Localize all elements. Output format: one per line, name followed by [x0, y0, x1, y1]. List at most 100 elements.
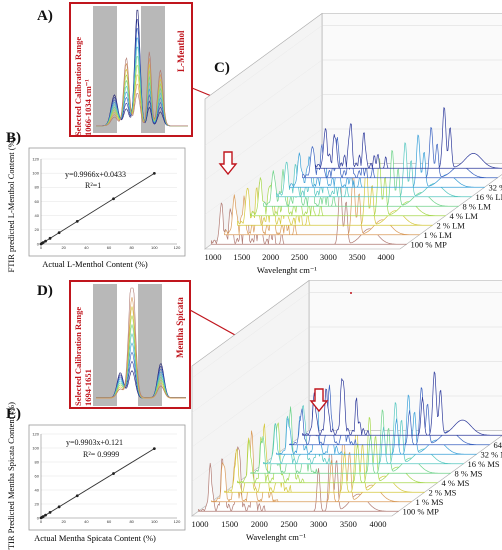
series-label: 1 % LM: [424, 230, 453, 240]
range-arrow-icon: [218, 151, 238, 176]
data-point: [57, 505, 61, 509]
series-label: 1 % MS: [416, 497, 444, 507]
data-point: [41, 515, 45, 518]
series-label: 100 % MP: [403, 506, 440, 516]
side-gridline: [191, 326, 310, 413]
y-tick-label: 60: [35, 199, 40, 204]
x-tick-label: 40: [84, 245, 89, 250]
y-tick-label: 0: [37, 515, 40, 520]
x-axis-label: Wavelenght cm⁻¹: [246, 532, 306, 542]
data-point: [44, 513, 47, 517]
x-tick-label: 60: [107, 519, 112, 524]
data-point: [112, 197, 115, 201]
y-tick-label: 40: [35, 487, 40, 492]
data-point: [75, 494, 79, 498]
series-label: 16 % MS: [468, 459, 500, 469]
panel-d-range-title: Selected Calibration Range: [73, 307, 83, 406]
panel-e-letter: E): [6, 406, 21, 422]
x-tick-label: 1500: [233, 252, 250, 262]
panel-a-compound: L-Menthol: [176, 30, 186, 72]
panel-e-equation: y=0.9903x+0.121: [66, 438, 123, 447]
data-point: [57, 231, 61, 235]
panel-e-ylabel: FTIR Predicted Mentha Spicata Content (%…: [6, 402, 16, 550]
x-tick-label: 2000: [262, 252, 279, 262]
y-tick-label: 100: [32, 170, 39, 175]
side-gridline: [204, 25, 323, 112]
series-label: 8 % MS: [455, 468, 483, 478]
x-tick-label: 2500: [291, 252, 308, 262]
x-tick-label: 0: [40, 519, 43, 524]
x-tick-label: 80: [129, 245, 134, 250]
y-tick-label: 60: [35, 473, 40, 478]
series-label: 32 % LM: [489, 182, 502, 192]
panel-b-xlabel: Actual L-Menthol Content (%): [42, 259, 148, 269]
series-label: 32 % MS: [481, 449, 502, 459]
x-tick-label: 1000: [205, 252, 222, 262]
x-tick-label: 3500: [340, 519, 357, 529]
y-tick-label: 80: [35, 185, 40, 190]
panel-b-equation: y=0.9966x+0.0433: [65, 170, 126, 179]
y-tick-label: 120: [32, 156, 39, 161]
panel-b-ylabel: FTIR predicted L-Menthol Content (%): [6, 137, 16, 272]
panel-d-letter: D): [37, 283, 53, 299]
series-label: 16 % LM: [476, 192, 502, 202]
y-tick-label: 20: [35, 501, 40, 506]
panel-a-range-value: 1066-1034 cm⁻¹: [83, 79, 93, 136]
series-label: 8 % LM: [463, 201, 492, 211]
x-tick-label: 20: [61, 245, 66, 250]
range-arrow-icon: [309, 388, 329, 413]
panel-b-chart: 0 20 40 60 80 100 120 0 20 40 60 80 100 120 y=0.9966x…: [6, 137, 186, 273]
inset-spectrum: [96, 287, 186, 398]
x-axis-label: Wavelenght cm⁻¹: [257, 265, 317, 275]
x-tick-label: 2000: [251, 519, 268, 529]
inset-spectrum: [96, 297, 186, 399]
x-tick-label: 3000: [320, 252, 337, 262]
x-tick-label: 120: [174, 519, 181, 524]
data-point: [41, 241, 45, 244]
series-label: 100 % MP: [411, 239, 448, 249]
x-tick-label: 100: [151, 245, 158, 250]
spectrum-line: [302, 371, 502, 436]
spectrum-line: [315, 107, 502, 169]
panel-c-waterfall: 00.0620.1240.1860.248Absorbance100 % MP1…: [204, 12, 502, 275]
panel-e-r2: R²= 0.9999: [83, 450, 119, 459]
data-point: [152, 447, 156, 450]
inset-a-spectra: [96, 9, 188, 127]
y-tick-label: 40: [35, 213, 40, 218]
x-tick-label: 0: [40, 245, 43, 250]
x-tick-label: 4000: [378, 252, 395, 262]
inset-d-spectra: [96, 287, 186, 399]
y-tick-label: 20: [35, 227, 40, 232]
data-point: [75, 219, 79, 223]
series-label: 4 % LM: [450, 211, 479, 221]
panel-f-waterfall: 00.0740.1480.2220.296Absorbance100 % MP1…: [191, 279, 502, 542]
x-tick-label: 3000: [310, 519, 327, 529]
chart-e-plot: 0 20 40 60 80 100 120 0 20 40 60 80 100 120: [32, 431, 181, 524]
x-tick-label: 20: [61, 519, 66, 524]
data-point: [44, 239, 47, 243]
side-gridline: [191, 395, 310, 482]
red-dot: [350, 292, 352, 294]
y-tick-label: 120: [32, 431, 39, 436]
x-tick-label: 80: [129, 519, 134, 524]
x-tick-label: 100: [151, 519, 158, 524]
panel-b-letter: B): [6, 130, 21, 146]
side-gridline: [204, 128, 323, 215]
y-tick-label: 0: [37, 241, 40, 246]
panel-d-inset: Selected Calibration Range 1694-1651 Men…: [69, 280, 191, 409]
x-tick-label: 120: [174, 245, 181, 250]
side-gridline: [204, 59, 323, 146]
y-tick-label: 100: [32, 445, 39, 450]
y-tick-label: 80: [35, 459, 40, 464]
x-tick-label: 60: [107, 245, 112, 250]
x-tick-label: 3500: [349, 252, 366, 262]
x-tick-label: 4000: [370, 519, 387, 529]
panel-a-inset: Selected Calibration Range 1066-1034 cm⁻…: [69, 2, 193, 137]
data-point: [48, 236, 52, 240]
series-label: 4 % MS: [442, 478, 470, 488]
x-tick-label: 2500: [281, 519, 298, 529]
panel-d-range-value: 1694-1651: [83, 369, 93, 406]
x-tick-label: 1000: [192, 519, 209, 529]
panel-e-xlabel: Actual Mentha Spicata Content (%): [34, 533, 156, 543]
